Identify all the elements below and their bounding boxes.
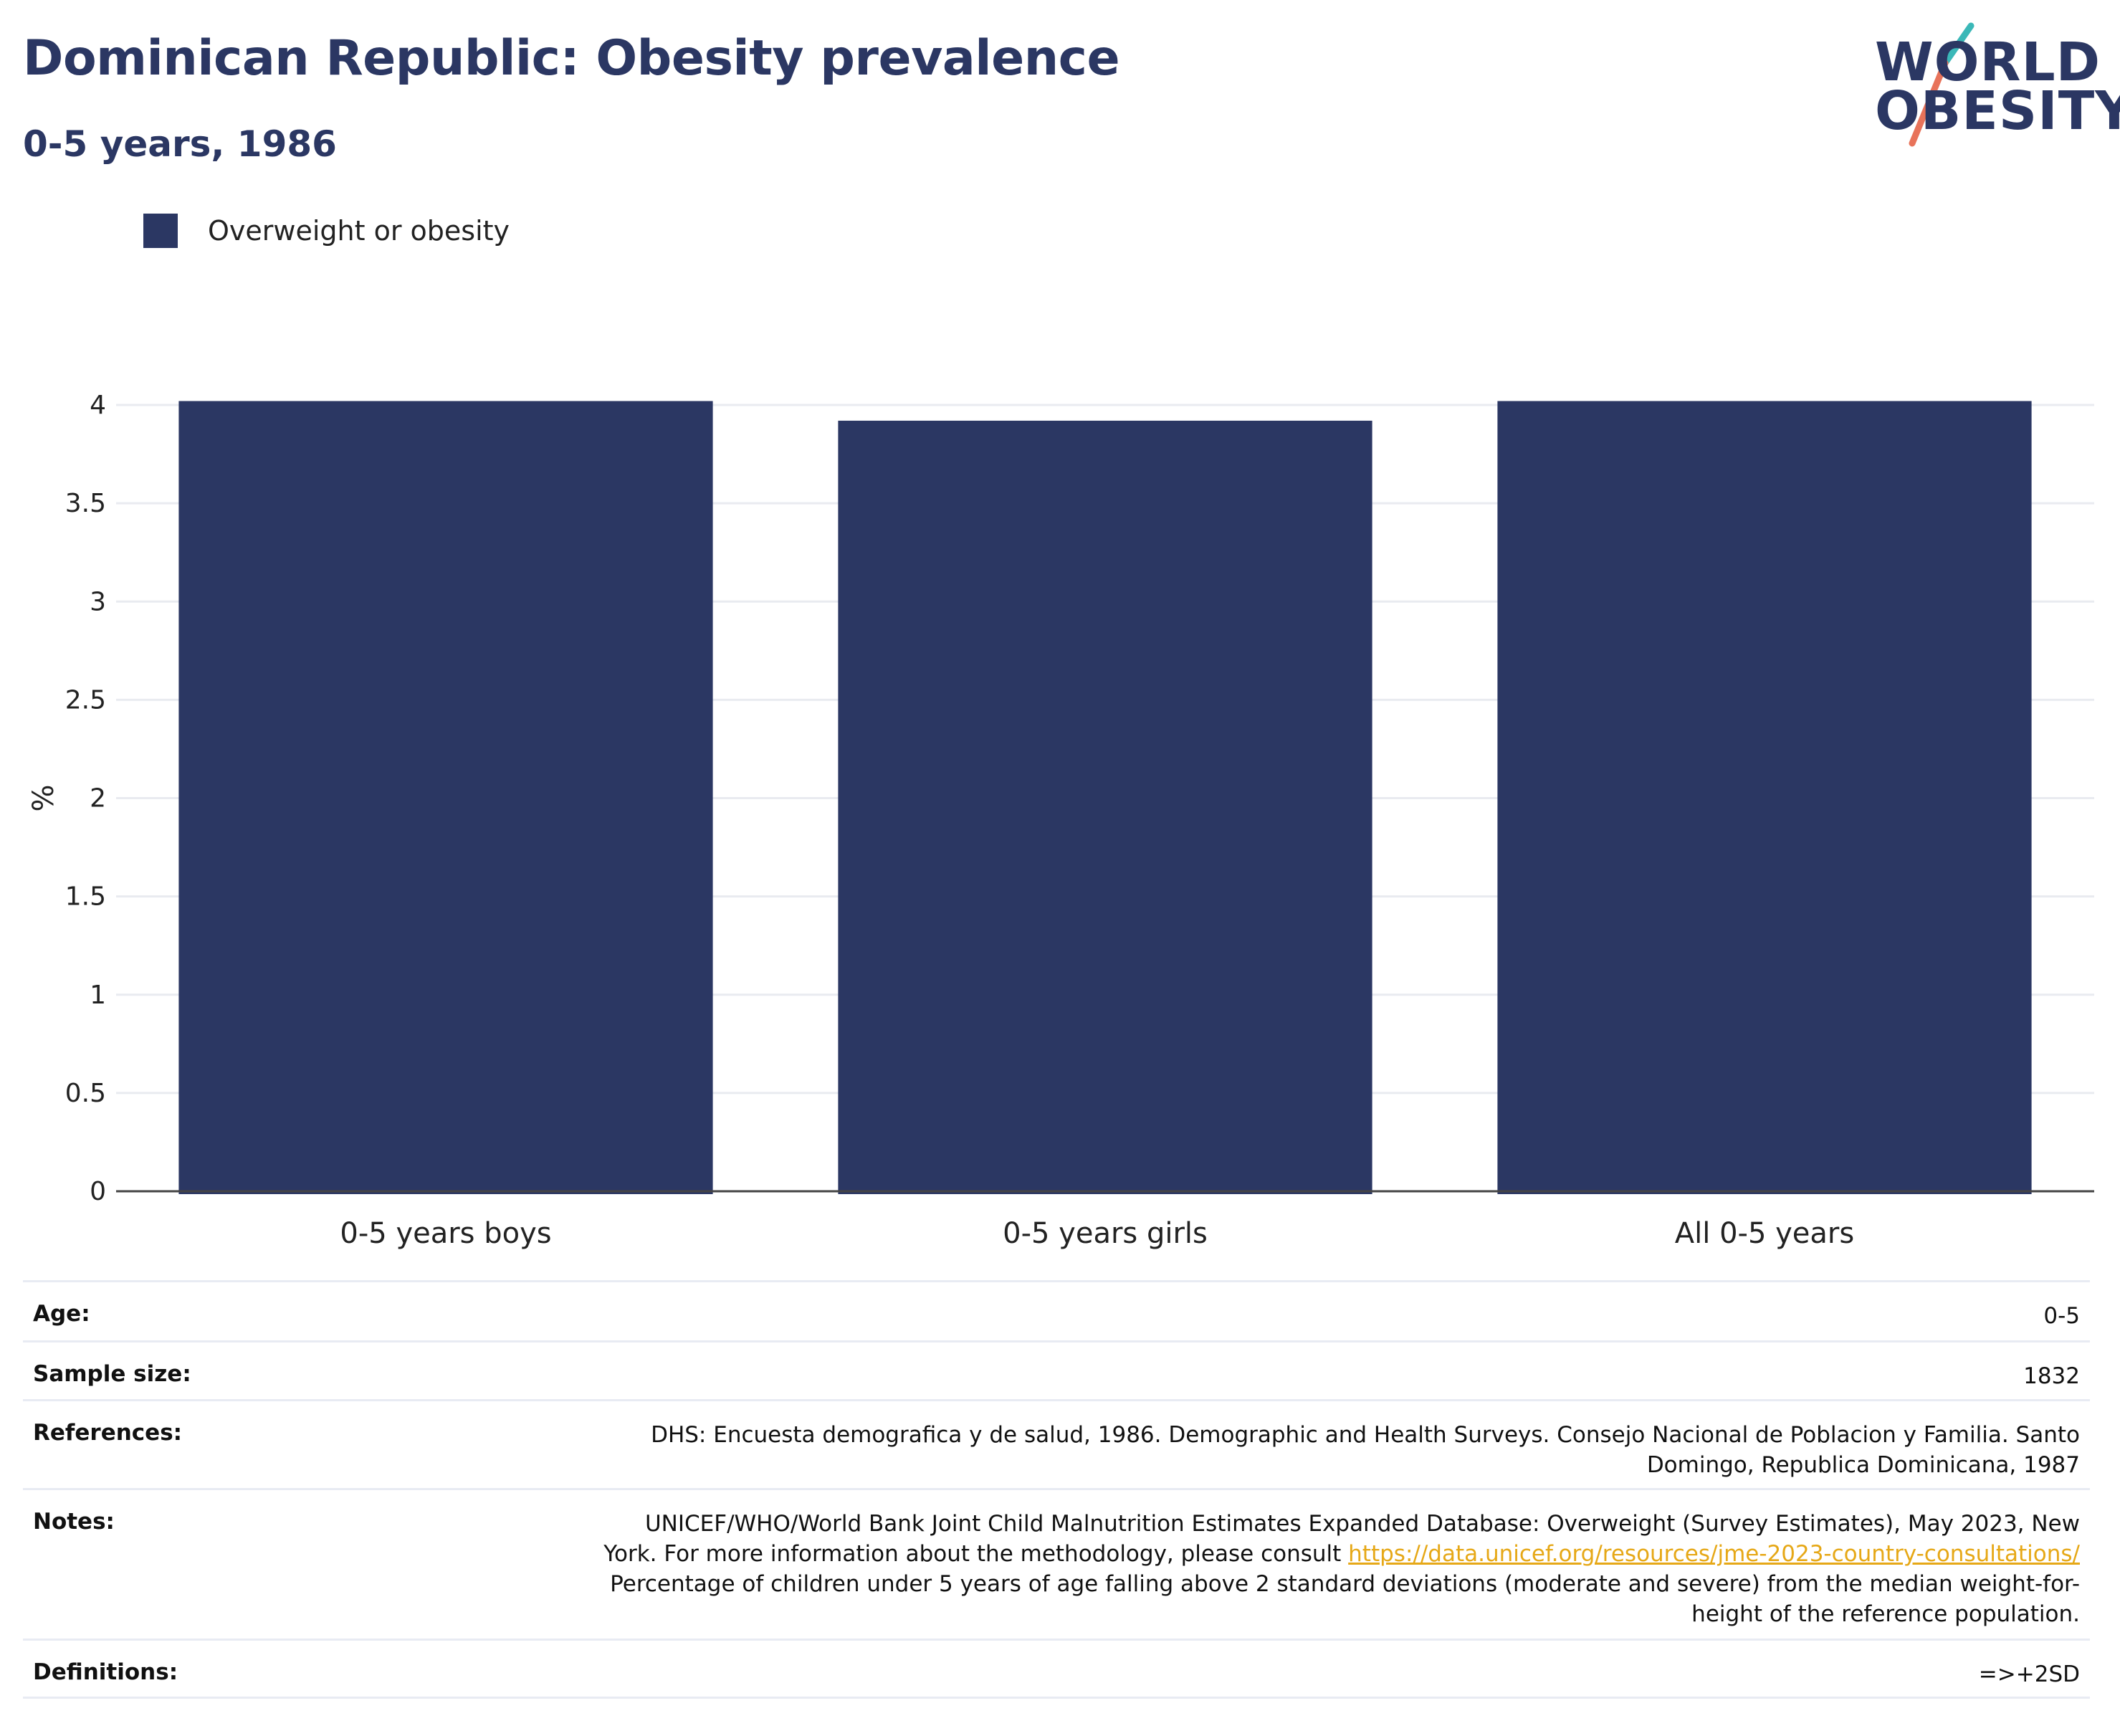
references-value: DHS: Encuesta demografica y de salud, 19…: [651, 1422, 2080, 1478]
legend-label: Overweight or obesity: [208, 215, 510, 247]
y-tick-labels: 0 0.5 1 1.5 2 2.5 3 3.5 4: [65, 391, 106, 1206]
y-tick-label: 3.5: [65, 489, 106, 518]
logo-slash-icon: [1909, 22, 1975, 147]
y-tick-label: 1: [90, 981, 106, 1010]
y-tick-label: 0.5: [65, 1079, 106, 1108]
notes-link[interactable]: https://data.unicef.org/resources/jme-20…: [1348, 1541, 2080, 1567]
logo-text-obesity: OBESITY: [1875, 80, 2120, 142]
legend-swatch: [143, 214, 178, 248]
info-row-notes: Notes: UNICEF/WHO/World Bank Joint Child…: [23, 1488, 2090, 1639]
info-row-references: References: DHS: Encuesta demografica y …: [23, 1399, 2090, 1488]
info-row-sample-size: Sample size: 1832: [23, 1340, 2090, 1399]
x-category-label: All 0-5 years: [1675, 1217, 1854, 1250]
bar-chart: 00.511.522.533.54 0-5 years boys 0-5 year…: [27, 391, 2094, 1250]
definitions-value: =>+2SD: [1978, 1661, 2080, 1687]
y-tick-label: 4: [90, 391, 106, 420]
info-row-definitions: Definitions: =>+2SD: [23, 1639, 2090, 1699]
sample-size-value: 1832: [2023, 1363, 2080, 1389]
chart-title: Dominican Republic: Obesity prevalence: [23, 30, 1120, 87]
bar[interactable]: [178, 401, 713, 1194]
bars: [178, 401, 2032, 1195]
y-tick-label: 0: [90, 1177, 106, 1206]
y-tick-label: 2.5: [65, 685, 106, 715]
bar[interactable]: [838, 420, 1372, 1195]
notes-text-after: Percentage of children under 5 years of …: [610, 1571, 2080, 1627]
age-value: 0-5: [2043, 1303, 2080, 1329]
info-table: Age: 0-5 Sample size: 1832 References: D…: [23, 1280, 2090, 1699]
logo-text-world: WORLD: [1875, 32, 2101, 93]
x-category-label: 0-5 years girls: [1003, 1217, 1208, 1250]
info-row-age: Age: 0-5: [23, 1280, 2090, 1340]
notes-value: UNICEF/WHO/World Bank Joint Child Malnut…: [603, 1509, 2080, 1629]
y-tick-label: 3: [90, 587, 106, 616]
y-axis-title: %: [27, 784, 60, 811]
age-label: Age:: [33, 1301, 90, 1327]
y-tick-label: 1.5: [65, 882, 106, 912]
sample-size-label: Sample size:: [33, 1361, 191, 1387]
definitions-label: Definitions:: [33, 1659, 178, 1685]
notes-label: Notes:: [33, 1509, 115, 1535]
bar[interactable]: [1497, 401, 2032, 1194]
chart-subtitle: 0-5 years, 1986: [23, 123, 337, 165]
notes-text-before: UNICEF/WHO/World Bank Joint Child Malnut…: [603, 1511, 2080, 1567]
y-tick-label: 2: [90, 784, 106, 814]
x-category-label: 0-5 years boys: [340, 1217, 551, 1250]
x-category-labels: 0-5 years boys 0-5 years girls All 0-5 yea…: [340, 1217, 1854, 1250]
references-label: References:: [33, 1420, 183, 1446]
world-obesity-logo: WORLD OBESITY: [1863, 22, 2120, 151]
